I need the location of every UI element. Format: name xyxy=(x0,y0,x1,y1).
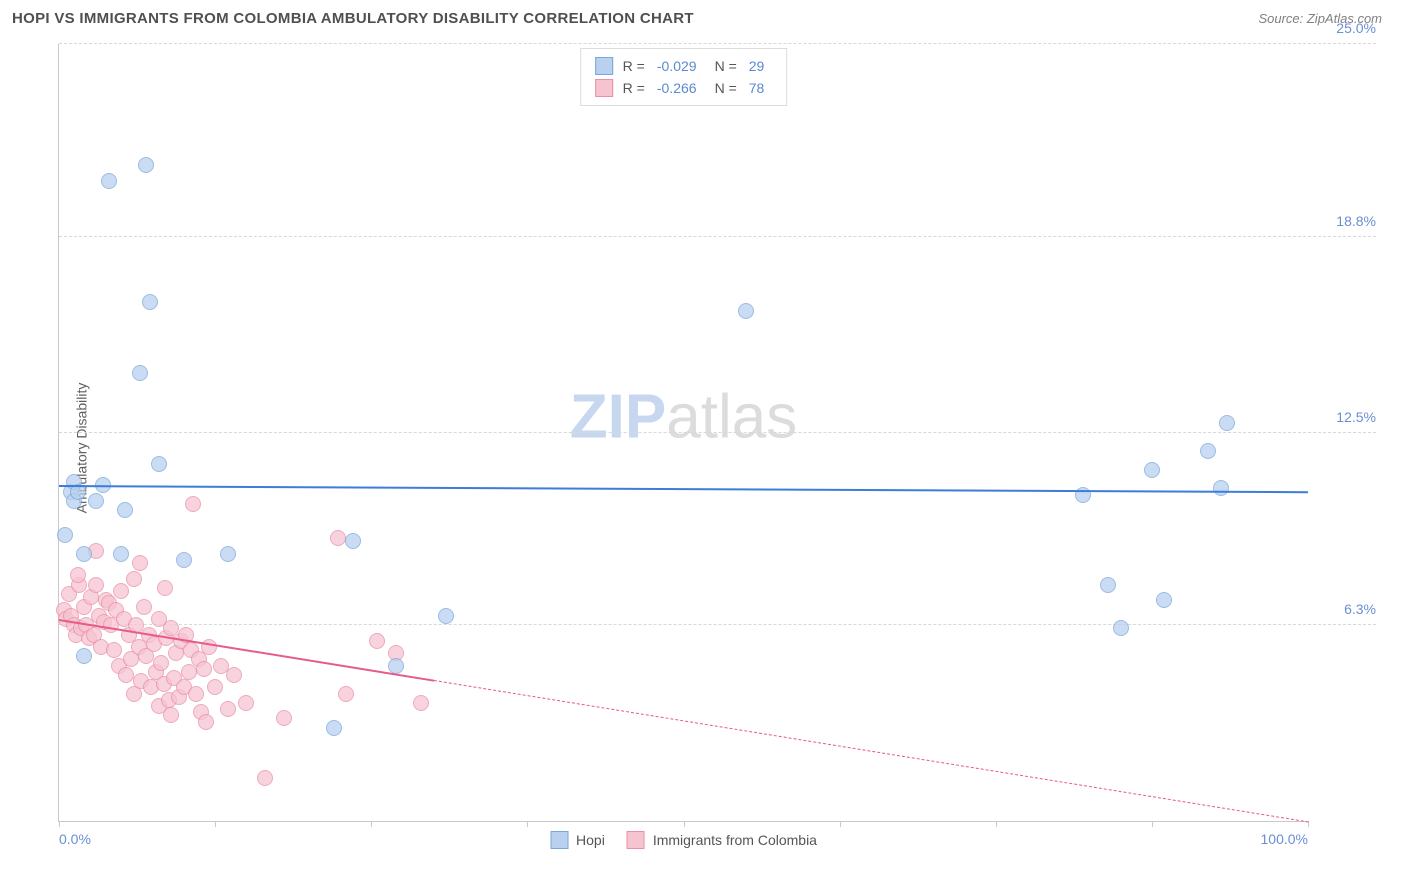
data-point xyxy=(126,571,142,587)
data-point xyxy=(101,173,117,189)
data-point xyxy=(142,294,158,310)
x-tick-label: 100.0% xyxy=(1261,831,1308,847)
x-tick xyxy=(1152,821,1153,827)
series-legend: Hopi Immigrants from Colombia xyxy=(550,831,817,849)
data-point xyxy=(226,667,242,683)
data-point xyxy=(88,577,104,593)
y-tick-label: 12.5% xyxy=(1316,409,1376,425)
x-tick xyxy=(59,821,60,827)
legend-n-label: N = xyxy=(715,58,737,74)
data-point xyxy=(238,695,254,711)
legend-item: Immigrants from Colombia xyxy=(627,831,817,849)
legend-label: Immigrants from Colombia xyxy=(653,832,817,848)
legend-n-label: N = xyxy=(715,80,737,96)
data-point xyxy=(118,667,134,683)
data-point xyxy=(330,530,346,546)
x-tick xyxy=(215,821,216,827)
data-point xyxy=(132,555,148,571)
data-point xyxy=(338,686,354,702)
data-point xyxy=(257,770,273,786)
x-tick xyxy=(840,821,841,827)
legend-swatch xyxy=(595,79,613,97)
x-tick xyxy=(527,821,528,827)
page-title: HOPI VS IMMIGRANTS FROM COLOMBIA AMBULAT… xyxy=(12,10,694,27)
data-point xyxy=(1075,487,1091,503)
data-point xyxy=(1213,480,1229,496)
data-point xyxy=(738,303,754,319)
chart-container: Ambulatory Disability ZIPatlas R =-0.029… xyxy=(30,44,1386,852)
data-point xyxy=(438,608,454,624)
data-point xyxy=(1100,577,1116,593)
data-point xyxy=(1200,443,1216,459)
data-point xyxy=(113,546,129,562)
watermark: ZIPatlas xyxy=(570,381,797,452)
data-point xyxy=(117,502,133,518)
data-point xyxy=(88,493,104,509)
legend-n-value: 29 xyxy=(749,58,765,74)
data-point xyxy=(138,157,154,173)
legend-r-value: -0.266 xyxy=(657,80,697,96)
data-point xyxy=(196,661,212,677)
data-point xyxy=(1144,462,1160,478)
x-tick xyxy=(371,821,372,827)
data-point xyxy=(70,567,86,583)
data-point xyxy=(157,580,173,596)
data-point xyxy=(57,527,73,543)
correlation-legend: R = -0.029 N = 29 R = -0.266 N = 78 xyxy=(580,48,788,106)
data-point xyxy=(413,695,429,711)
y-tick-label: 25.0% xyxy=(1316,20,1376,36)
data-point xyxy=(176,552,192,568)
data-point xyxy=(198,714,214,730)
data-point xyxy=(136,599,152,615)
gridline xyxy=(59,624,1376,625)
data-point xyxy=(1113,620,1129,636)
data-point xyxy=(207,679,223,695)
legend-label: Hopi xyxy=(576,832,605,848)
data-point xyxy=(1156,592,1172,608)
scatter-plot: ZIPatlas R =-0.029N =29R =-0.266N =78 Ho… xyxy=(58,44,1308,822)
data-point xyxy=(369,633,385,649)
data-point xyxy=(276,710,292,726)
legend-r-label: R = xyxy=(623,58,645,74)
data-point xyxy=(220,701,236,717)
data-point xyxy=(220,546,236,562)
x-tick xyxy=(996,821,997,827)
x-tick xyxy=(684,821,685,827)
data-point xyxy=(326,720,342,736)
data-point xyxy=(113,583,129,599)
legend-n-value: 78 xyxy=(749,80,765,96)
watermark-atlas: atlas xyxy=(666,382,797,451)
gridline xyxy=(59,43,1376,44)
legend-row: R = -0.266 N = 78 xyxy=(595,77,773,99)
legend-row: R = -0.029 N = 29 xyxy=(595,55,773,77)
data-point xyxy=(188,686,204,702)
data-point xyxy=(153,655,169,671)
data-point xyxy=(76,546,92,562)
legend-item: Hopi xyxy=(550,831,605,849)
legend-r-value: -0.029 xyxy=(657,58,697,74)
legend-swatch xyxy=(550,831,568,849)
x-tick-label: 0.0% xyxy=(59,831,91,847)
data-point xyxy=(345,533,361,549)
gridline xyxy=(59,236,1376,237)
gridline xyxy=(59,432,1376,433)
trend-line xyxy=(59,485,1308,493)
trend-line xyxy=(434,680,1308,822)
legend-swatch xyxy=(627,831,645,849)
watermark-zip: ZIP xyxy=(570,382,666,451)
data-point xyxy=(106,642,122,658)
data-point xyxy=(185,496,201,512)
data-point xyxy=(388,658,404,674)
legend-swatch xyxy=(595,57,613,75)
legend-r-label: R = xyxy=(623,80,645,96)
data-point xyxy=(76,648,92,664)
y-tick-label: 6.3% xyxy=(1316,601,1376,617)
data-point xyxy=(163,707,179,723)
data-point xyxy=(151,456,167,472)
y-tick-label: 18.8% xyxy=(1316,213,1376,229)
data-point xyxy=(1219,415,1235,431)
data-point xyxy=(132,365,148,381)
